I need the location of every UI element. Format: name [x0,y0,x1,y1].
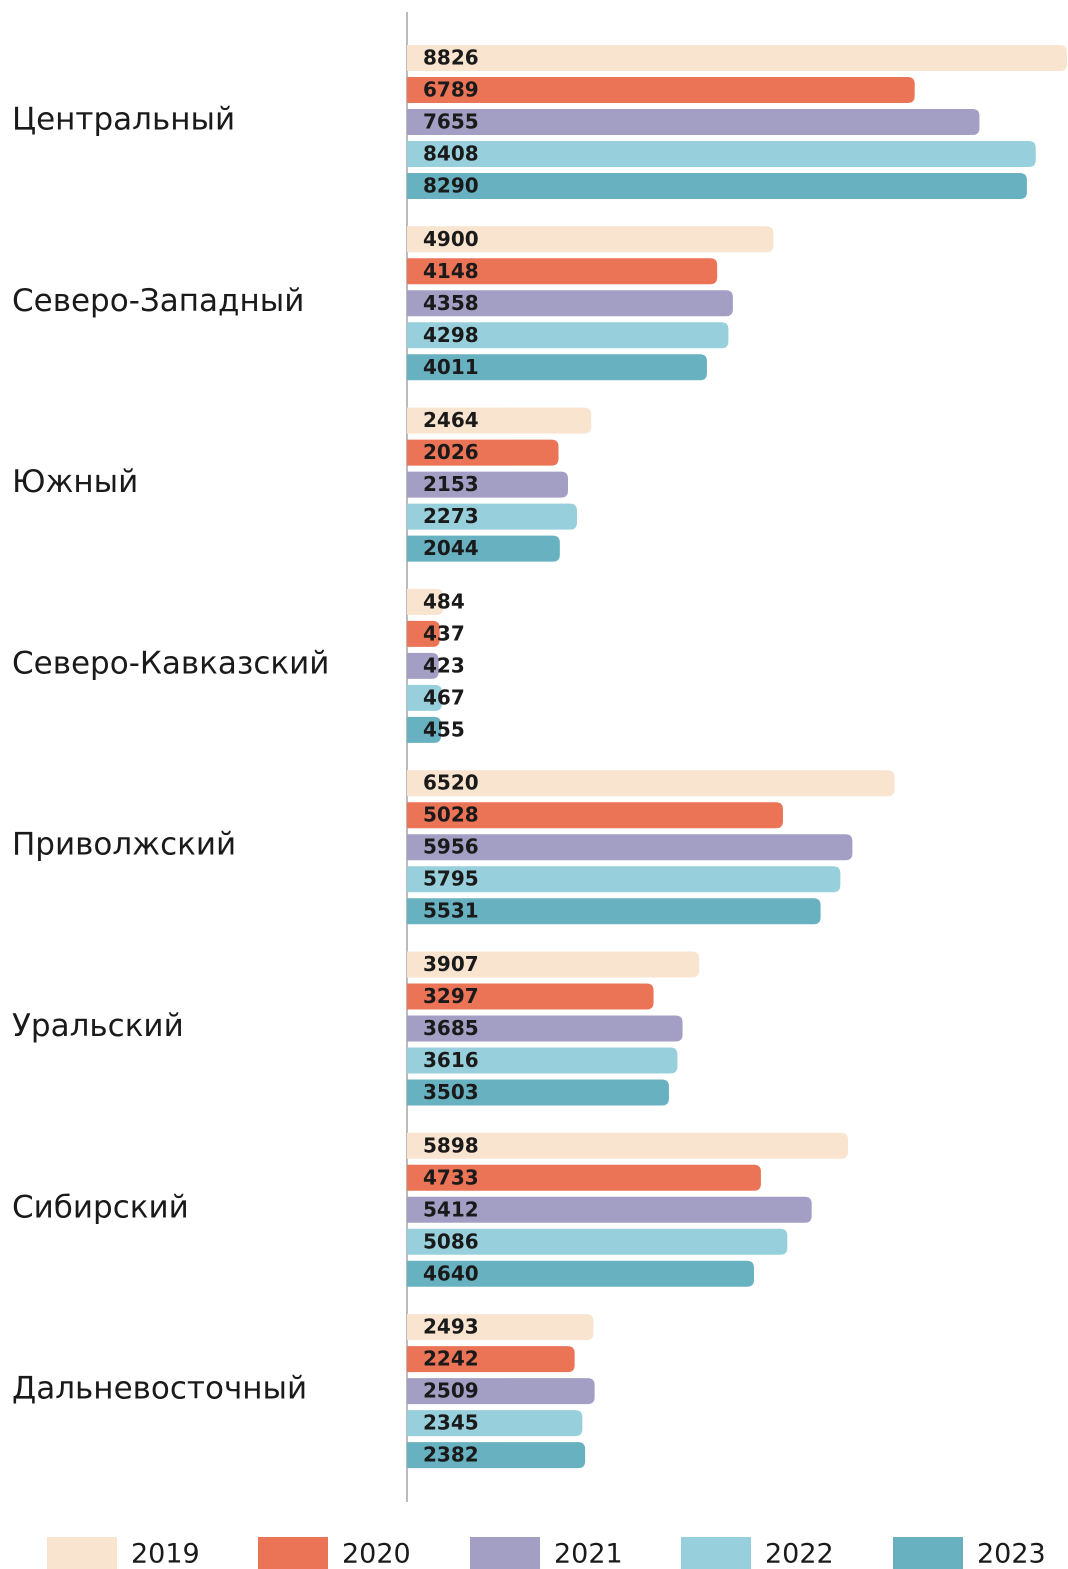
category-label: Дальневосточный [12,1371,307,1407]
bar [407,407,592,434]
value-label: 5956 [423,835,479,859]
bar [407,770,895,797]
bar [407,1378,595,1405]
bar [407,1015,683,1042]
bar [407,354,707,381]
value-label: 4148 [423,259,479,283]
category-label: Сибирский [12,1189,189,1225]
value-label: 5086 [423,1229,479,1253]
value-label: 4358 [423,291,479,315]
bar [407,1196,812,1223]
bar [407,1410,583,1437]
value-label: 5795 [423,867,479,891]
value-label: 2509 [423,1379,479,1403]
value-label: 423 [423,653,465,677]
bar [407,1079,669,1106]
legend-label: 2019 [131,1539,200,1569]
bar [407,951,700,978]
value-label: 3503 [423,1080,479,1104]
legend-label: 2022 [765,1539,834,1569]
value-label: 437 [423,621,465,645]
legend-swatch [258,1537,328,1569]
bar [407,535,560,562]
bar [407,1132,849,1159]
value-label: 6520 [423,771,479,795]
bar [407,1164,761,1191]
bar [407,1442,586,1469]
legend-swatch [681,1537,751,1569]
value-label: 5028 [423,803,479,827]
bar [407,802,783,829]
bar [407,1260,754,1287]
category-label: Южный [12,464,138,500]
bar [407,290,733,317]
legend-label: 2023 [977,1539,1046,1569]
bar [407,226,774,253]
bar [407,173,1027,199]
bar [407,45,1067,71]
value-label: 2382 [423,1443,479,1467]
bar [407,834,853,861]
legend-swatch [470,1537,540,1569]
bar [407,471,568,498]
value-label: 455 [423,717,465,741]
bar [407,77,915,103]
bar [407,109,980,135]
value-label: 4900 [423,227,479,251]
value-label: 2464 [423,408,479,432]
bar [407,983,654,1010]
bar [407,866,841,893]
value-label: 2026 [423,440,479,464]
value-label: 3685 [423,1016,479,1040]
value-label: 2242 [423,1347,479,1371]
bar [407,1346,575,1373]
bar [407,1047,678,1074]
bar [407,652,439,679]
value-label: 3907 [423,952,479,976]
bar [407,716,442,743]
legend-swatch [893,1537,963,1569]
legend-label: 2021 [554,1539,623,1569]
value-label: 4733 [423,1165,479,1189]
value-label: 5898 [423,1133,479,1157]
value-label: 2345 [423,1411,479,1435]
bar [407,439,559,466]
legend-swatch [47,1537,117,1569]
value-label: 8408 [423,142,479,166]
bar [407,1228,788,1255]
value-label: 2273 [423,504,479,528]
value-label: 2153 [423,472,479,496]
value-label: 4011 [423,355,479,379]
value-label: 8826 [423,46,479,70]
value-label: 467 [423,685,465,709]
value-label: 5412 [423,1197,479,1221]
value-label: 4298 [423,323,479,347]
category-label: Северо-Кавказский [12,645,329,681]
category-label: Северо-Западный [12,283,304,319]
category-label: Уральский [12,1008,184,1044]
legend-label: 2020 [342,1539,411,1569]
bar [407,588,444,615]
bar [407,898,821,925]
bar [407,620,440,647]
bar [407,141,1036,167]
value-label: 484 [423,589,465,613]
value-label: 5531 [423,899,479,923]
value-label: 2493 [423,1315,479,1339]
value-label: 2044 [423,536,479,560]
category-label: Приволжский [12,827,236,863]
value-label: 8290 [423,174,479,198]
value-label: 7655 [423,110,479,134]
bar [407,1314,594,1341]
value-label: 4640 [423,1261,479,1285]
value-label: 6789 [423,78,479,102]
value-label: 3297 [423,984,479,1008]
bar [407,322,729,349]
bar [407,258,718,285]
value-label: 3616 [423,1048,479,1072]
category-label: Центральный [12,102,235,138]
bar [407,503,577,530]
bar [407,684,442,711]
